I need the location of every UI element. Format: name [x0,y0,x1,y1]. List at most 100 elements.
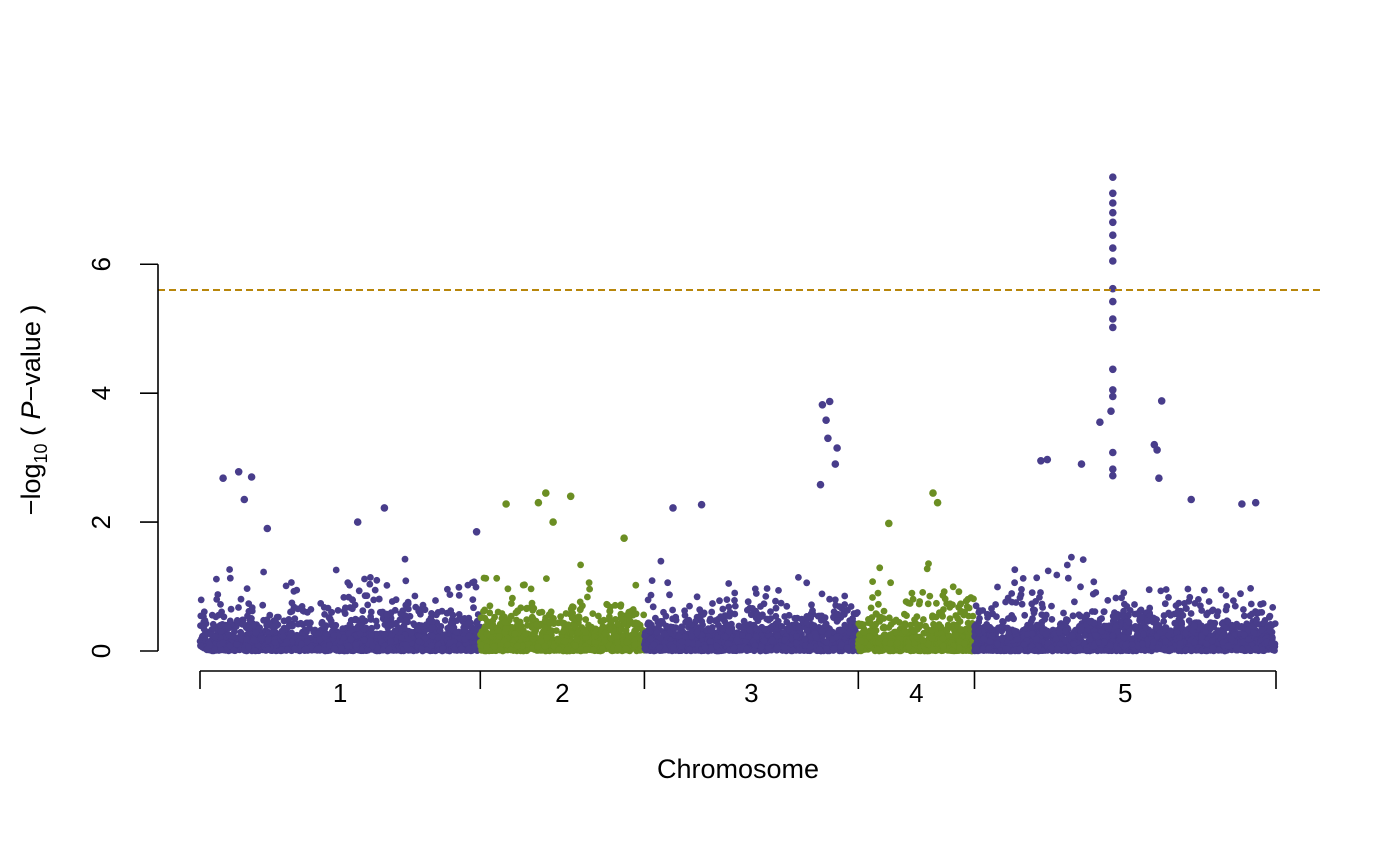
snp-point [258,635,265,642]
snp-point [919,589,927,596]
snp-point [260,568,267,576]
snp-point [939,642,947,650]
snp-point [402,641,410,649]
snp-point [941,595,949,603]
snp-point [340,634,348,641]
snp-point [349,605,356,613]
snp-point [206,641,214,649]
snp-point [512,609,520,617]
snp-point [956,618,964,625]
snp-point [724,640,732,647]
snp-point [631,641,638,648]
snp-point [879,624,887,632]
snp-point [875,600,882,608]
snp-point [347,635,355,643]
snp-point [588,623,595,631]
snp-point [869,578,876,585]
snp-point [786,625,794,633]
snp-point [573,635,581,643]
snp-point [841,601,849,608]
snp-point [271,639,279,646]
snp-point [217,601,224,608]
snp-point [752,633,760,641]
snp-point [200,618,208,626]
snp-point [623,638,631,646]
snp-point [809,607,816,615]
snp-point [601,629,609,637]
snp-point [502,625,510,632]
snp-point [446,591,454,598]
snp-point [197,642,205,650]
snp-point [606,607,614,615]
snp-point [725,627,733,635]
snp-point [330,632,338,639]
snp-point [783,602,791,610]
snp-point [713,642,720,650]
snp-point [483,630,491,638]
snp-point [924,600,932,608]
snp-point [803,579,811,587]
snp-point [763,585,771,592]
snp-point [477,614,485,622]
snp-point [373,622,381,630]
snp-point [789,646,797,654]
snp-point [441,617,449,624]
snp-point [649,603,657,611]
snp-point [808,601,815,609]
snp-point [833,633,840,641]
snp-point [925,560,932,568]
snp-point [676,625,684,633]
snp-point [415,607,423,615]
snp-point [383,582,391,589]
snp-point [381,630,388,638]
snp-point [469,596,477,603]
snp-point [285,616,293,623]
snp-point [823,638,830,646]
snp-point [793,633,800,640]
snp-point [957,601,964,608]
snp-point [601,637,609,644]
snp-point [781,636,789,644]
snp-point [708,608,716,616]
snp-point [572,642,579,650]
snp-point [834,616,842,624]
snp-point [760,637,768,645]
snp-point [1028,589,1036,596]
snp-point [275,613,282,621]
snp-point [413,624,421,632]
snp-point [208,611,216,619]
snp-point [470,604,477,612]
snp-point [634,620,642,627]
snp-point [647,591,655,599]
snp-point [555,646,562,654]
snp-point [586,585,593,593]
snp-point [545,611,553,618]
snp-point [666,591,673,599]
snp-point [239,620,246,628]
snp-point [560,627,568,635]
snp-point [767,625,775,632]
snp-point [650,641,658,648]
snp-point [852,610,860,618]
snp-point [391,627,399,635]
snp-point [763,615,771,623]
snp-point [250,647,258,654]
snp-point [768,636,776,644]
snp-point [582,629,590,636]
snp-point [541,624,549,632]
snp-point [660,608,667,616]
snp-point [385,645,393,653]
snp-point [366,580,374,588]
snp-point [516,618,524,626]
snp-point [363,592,371,600]
snp-point [570,622,578,630]
snp-point [739,632,746,639]
snp-point [611,601,619,609]
snp-point [543,575,550,582]
snp-point [501,618,509,626]
snp-point [457,615,465,623]
snp-point [364,601,372,609]
snp-point [733,636,741,643]
snp-point [307,606,315,613]
